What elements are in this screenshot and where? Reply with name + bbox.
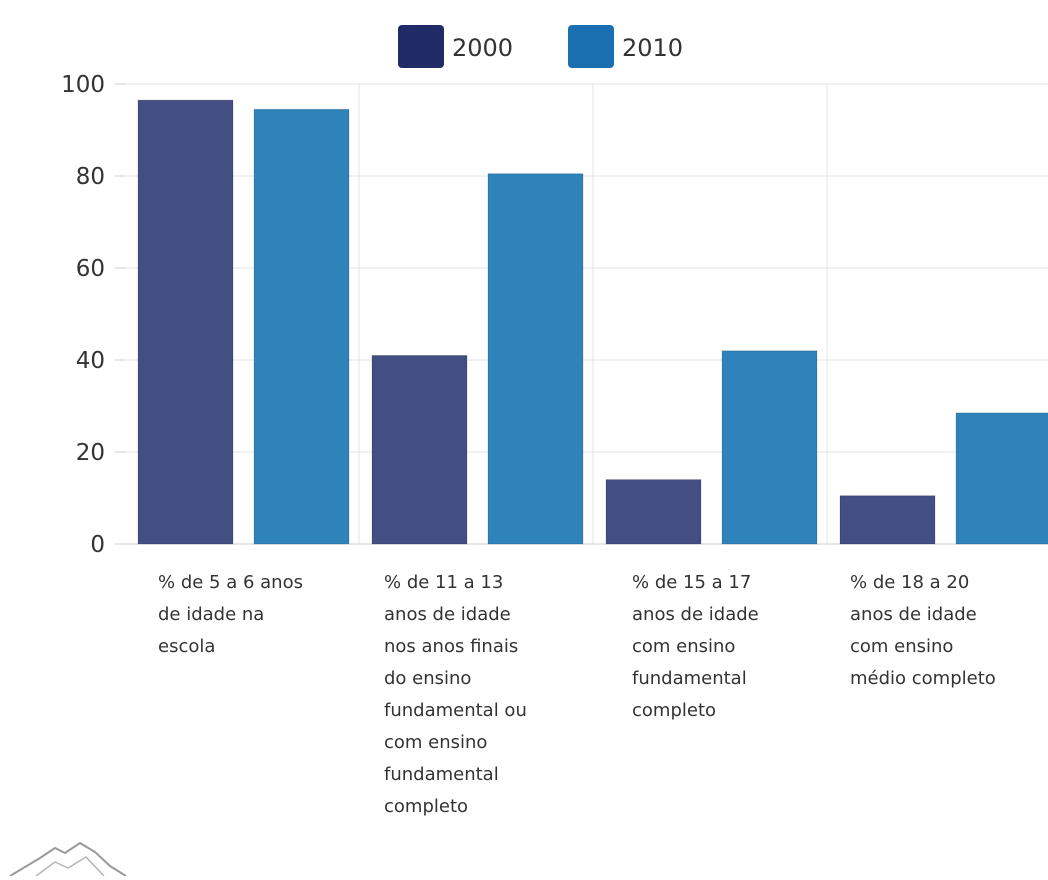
y-tick-label-20: 20 xyxy=(76,440,105,466)
y-tick-label-0: 0 xyxy=(90,532,105,558)
x-tick-label-line: completo xyxy=(384,796,468,817)
bars xyxy=(137,99,1048,545)
x-tick-label-line: fundamental xyxy=(632,668,747,689)
x-tick-label-4: % de 18 a 20 anos de idade com ensino médio… xyxy=(850,572,996,689)
bar-2000-cat-4[interactable] xyxy=(839,495,936,545)
legend-label-2010: 2010 xyxy=(622,34,683,62)
x-tick-label-line: de idade na xyxy=(158,604,264,625)
y-tick-label-100: 100 xyxy=(61,72,105,98)
x-tick-label-line: com ensino xyxy=(632,636,735,657)
y-tick-label-80: 80 xyxy=(76,164,105,190)
x-tick-label-1: % de 5 a 6 anos de idade na escola xyxy=(158,572,303,657)
x-tick-label-line: médio completo xyxy=(850,668,996,689)
x-tick-label-line: % de 18 a 20 xyxy=(850,572,969,593)
y-axis: 0 20 40 60 80 100 xyxy=(61,72,1048,558)
legend-swatch-2000 xyxy=(398,25,444,68)
y-tick-label-60: 60 xyxy=(76,256,105,282)
x-tick-label-2: % de 11 a 13 anos de idade nos anos finais… xyxy=(384,572,527,817)
legend[interactable]: 2000 2010 xyxy=(398,25,683,68)
bar-2010-cat-4[interactable] xyxy=(955,412,1048,545)
bar-2000-cat-3[interactable] xyxy=(605,479,702,545)
bar-2010-cat-1[interactable] xyxy=(253,108,350,545)
legend-swatch-2010 xyxy=(568,25,614,68)
x-tick-label-line: anos de idade xyxy=(632,604,759,625)
x-tick-label-line: com ensino xyxy=(384,732,487,753)
x-tick-label-line: completo xyxy=(632,700,716,721)
x-tick-label-line: do ensino xyxy=(384,668,471,689)
x-tick-label-line: % de 15 a 17 xyxy=(632,572,751,593)
x-tick-label-line: % de 11 a 13 xyxy=(384,572,503,593)
x-axis-labels: % de 5 a 6 anos de idade na escola % de 11 … xyxy=(158,572,996,817)
x-tick-label-line: fundamental xyxy=(384,764,499,785)
legend-label-2000: 2000 xyxy=(452,34,513,62)
x-tick-label-line: anos de idade xyxy=(384,604,511,625)
x-tick-label-line: escola xyxy=(158,636,215,657)
x-tick-label-line: nos anos finais xyxy=(384,636,518,657)
bar-2000-cat-1[interactable] xyxy=(137,99,234,545)
bar-2000-cat-2[interactable] xyxy=(371,354,468,545)
x-tick-label-line: fundamental ou xyxy=(384,700,527,721)
y-tick-label-40: 40 xyxy=(76,348,105,374)
bar-2010-cat-3[interactable] xyxy=(721,350,818,545)
x-tick-label-line: com ensino xyxy=(850,636,953,657)
legend-item-2000[interactable]: 2000 xyxy=(398,25,513,68)
x-tick-label-3: % de 15 a 17 anos de idade com ensino funda… xyxy=(632,572,759,721)
mountain-logo-icon xyxy=(9,842,127,877)
x-tick-label-line: % de 5 a 6 anos xyxy=(158,572,303,593)
bar-2010-cat-2[interactable] xyxy=(487,173,584,545)
x-tick-label-line: anos de idade xyxy=(850,604,977,625)
legend-item-2010[interactable]: 2010 xyxy=(568,25,683,68)
